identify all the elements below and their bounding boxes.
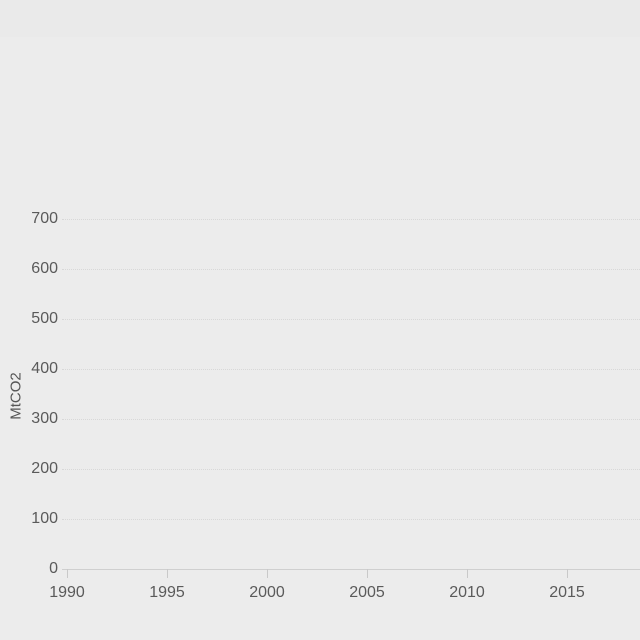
h-gridline — [62, 219, 640, 220]
h-gridline — [62, 369, 640, 370]
x-tick-mark — [367, 569, 368, 578]
x-tick-mark — [67, 569, 68, 578]
x-tick-mark — [567, 569, 568, 578]
y-tick-label: 700 — [31, 210, 58, 227]
h-gridline — [62, 469, 640, 470]
x-tick-mark — [267, 569, 268, 578]
h-gridline — [62, 519, 640, 520]
y-tick-label: 100 — [31, 510, 58, 527]
x-axis-baseline — [62, 569, 640, 570]
y-tick-label: 300 — [31, 410, 58, 427]
y-tick-label: 0 — [49, 560, 58, 577]
x-tick-mark — [167, 569, 168, 578]
h-gridline — [62, 319, 640, 320]
x-tick-label: 2005 — [349, 584, 385, 601]
y-tick-label: 200 — [31, 460, 58, 477]
x-tick-label: 2010 — [449, 584, 485, 601]
h-gridline — [62, 269, 640, 270]
x-tick-label: 2000 — [249, 584, 285, 601]
x-tick-label: 1990 — [49, 584, 85, 601]
y-tick-label: 600 — [31, 260, 58, 277]
plot-panel-background — [0, 37, 640, 640]
y-tick-label: 500 — [31, 310, 58, 327]
x-tick-label: 1995 — [149, 584, 185, 601]
y-tick-label: 400 — [31, 360, 58, 377]
x-tick-mark — [467, 569, 468, 578]
x-tick-label: 2015 — [549, 584, 585, 601]
h-gridline — [62, 419, 640, 420]
